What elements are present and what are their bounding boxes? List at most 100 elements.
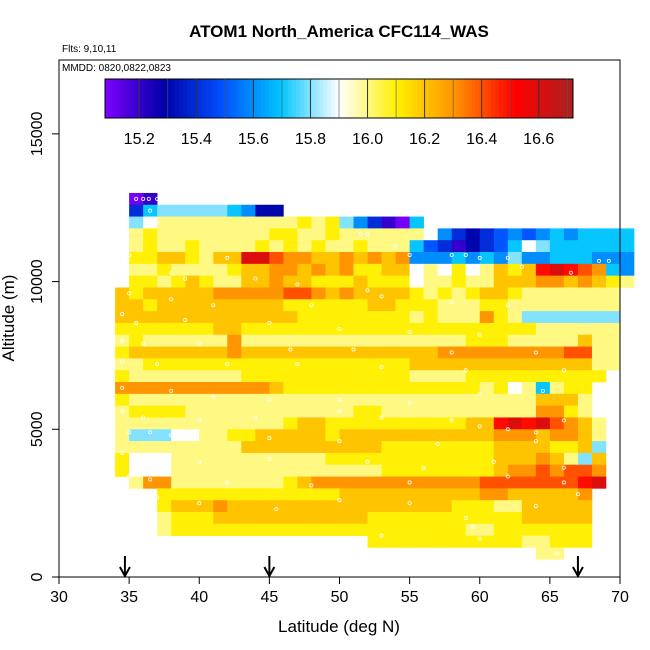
heatmap-cell [199,405,214,418]
heatmap-cell [395,346,410,359]
heatmap-cell [129,370,144,383]
heatmap-cell [409,311,424,324]
heatmap-cell [493,476,509,489]
heatmap-cell [549,393,565,406]
heatmap-cell [577,452,593,466]
heatmap-cell [395,311,410,324]
heatmap-cell [283,275,298,288]
heatmap-cell [227,476,242,489]
heatmap-cell [535,441,551,454]
heatmap-cell [451,322,467,336]
heatmap-cell [395,334,410,347]
heatmap-cell [409,535,424,548]
sample-point [155,196,160,201]
heatmap-cell [185,346,200,359]
heatmap-cell [255,417,270,430]
heatmap-cell [409,275,424,288]
heatmap-cell [367,287,382,300]
heatmap-cell [199,228,214,241]
heatmap-cell [157,417,172,430]
heatmap-cell [395,263,410,276]
heatmap-cell [241,429,256,442]
heatmap-cell [255,204,270,217]
heatmap-cell [283,488,298,501]
heatmap-cell [269,488,284,501]
heatmap-cell [157,393,172,406]
heatmap-cell [241,382,256,395]
heatmap-cell [171,405,186,418]
heatmap-cell [157,322,172,336]
x-tick-label: 45 [260,589,278,606]
heatmap-cell [213,476,228,489]
x-tick-label: 35 [120,589,138,606]
heatmap-cell [493,464,509,477]
sample-point [533,504,538,509]
heatmap-cell [507,228,523,241]
heatmap-cell [381,240,396,253]
heatmap-cell [241,512,256,525]
colorbar-swatch [116,79,121,118]
heatmap-cell [353,358,368,371]
colorbar-swatch [257,79,262,118]
heatmap-cell [381,287,396,300]
heatmap-cell [199,382,214,395]
sample-point [463,368,468,373]
colorbar-swatch [444,79,449,118]
heatmap-cell [620,240,635,253]
heatmap-cell [339,429,354,442]
heatmap-cell [297,512,312,525]
heatmap-cell [185,464,200,477]
heatmap-cell [143,452,158,466]
heatmap-cell [521,441,537,454]
heatmap-cell [241,500,256,513]
heatmap-cell [479,287,495,300]
heatmap-cell [241,287,256,300]
heatmap-cell [255,488,270,501]
heatmap-cell [577,464,593,477]
heatmap-cell [283,464,298,477]
colorbar-tick-label: 15.8 [295,131,326,148]
heatmap-cell [157,204,172,217]
heatmap-cell [255,299,270,312]
heatmap-cell [339,216,354,229]
heatmap-cell [437,240,452,253]
sample-point [561,418,566,423]
heatmap-cell [535,334,551,347]
heatmap-cell [185,429,200,442]
colorbar-swatch [280,79,285,118]
colorbar-swatch [202,79,207,118]
heatmap-cell [297,500,312,513]
heatmap-cell [535,523,551,536]
heatmap-cell [325,393,340,406]
heatmap-cell [325,512,340,525]
heatmap-cell [451,334,467,347]
heatmap-cell [577,228,593,241]
heatmap-cell [381,452,396,466]
colorbar-swatch [362,79,367,118]
heatmap-cell [241,405,256,418]
heatmap-cell [353,240,368,253]
heatmap-cell [143,476,158,489]
heatmap-cell [269,417,284,430]
heatmap-cell [311,263,326,276]
heatmap-cell [521,358,537,371]
heatmap-cell [353,405,368,418]
heatmap-cell [563,311,579,324]
heatmap-cell [311,523,326,536]
heatmap-cell [423,488,438,501]
sample-point [337,397,342,402]
heatmap-cell [171,512,186,525]
heatmap-cell [353,311,368,324]
heatmap-cell [171,263,186,276]
heatmap-cell [157,252,172,265]
heatmap-cell [521,464,537,477]
heatmap-cell [213,275,228,288]
heatmap-cell [143,299,158,312]
colorbar-swatch [498,79,504,118]
heatmap-cell [605,334,621,347]
sample-point [554,551,559,556]
sample-point [267,320,272,325]
heatmap-cell [577,358,593,371]
heatmap-cell [437,299,452,312]
heatmap-cell [143,240,158,253]
